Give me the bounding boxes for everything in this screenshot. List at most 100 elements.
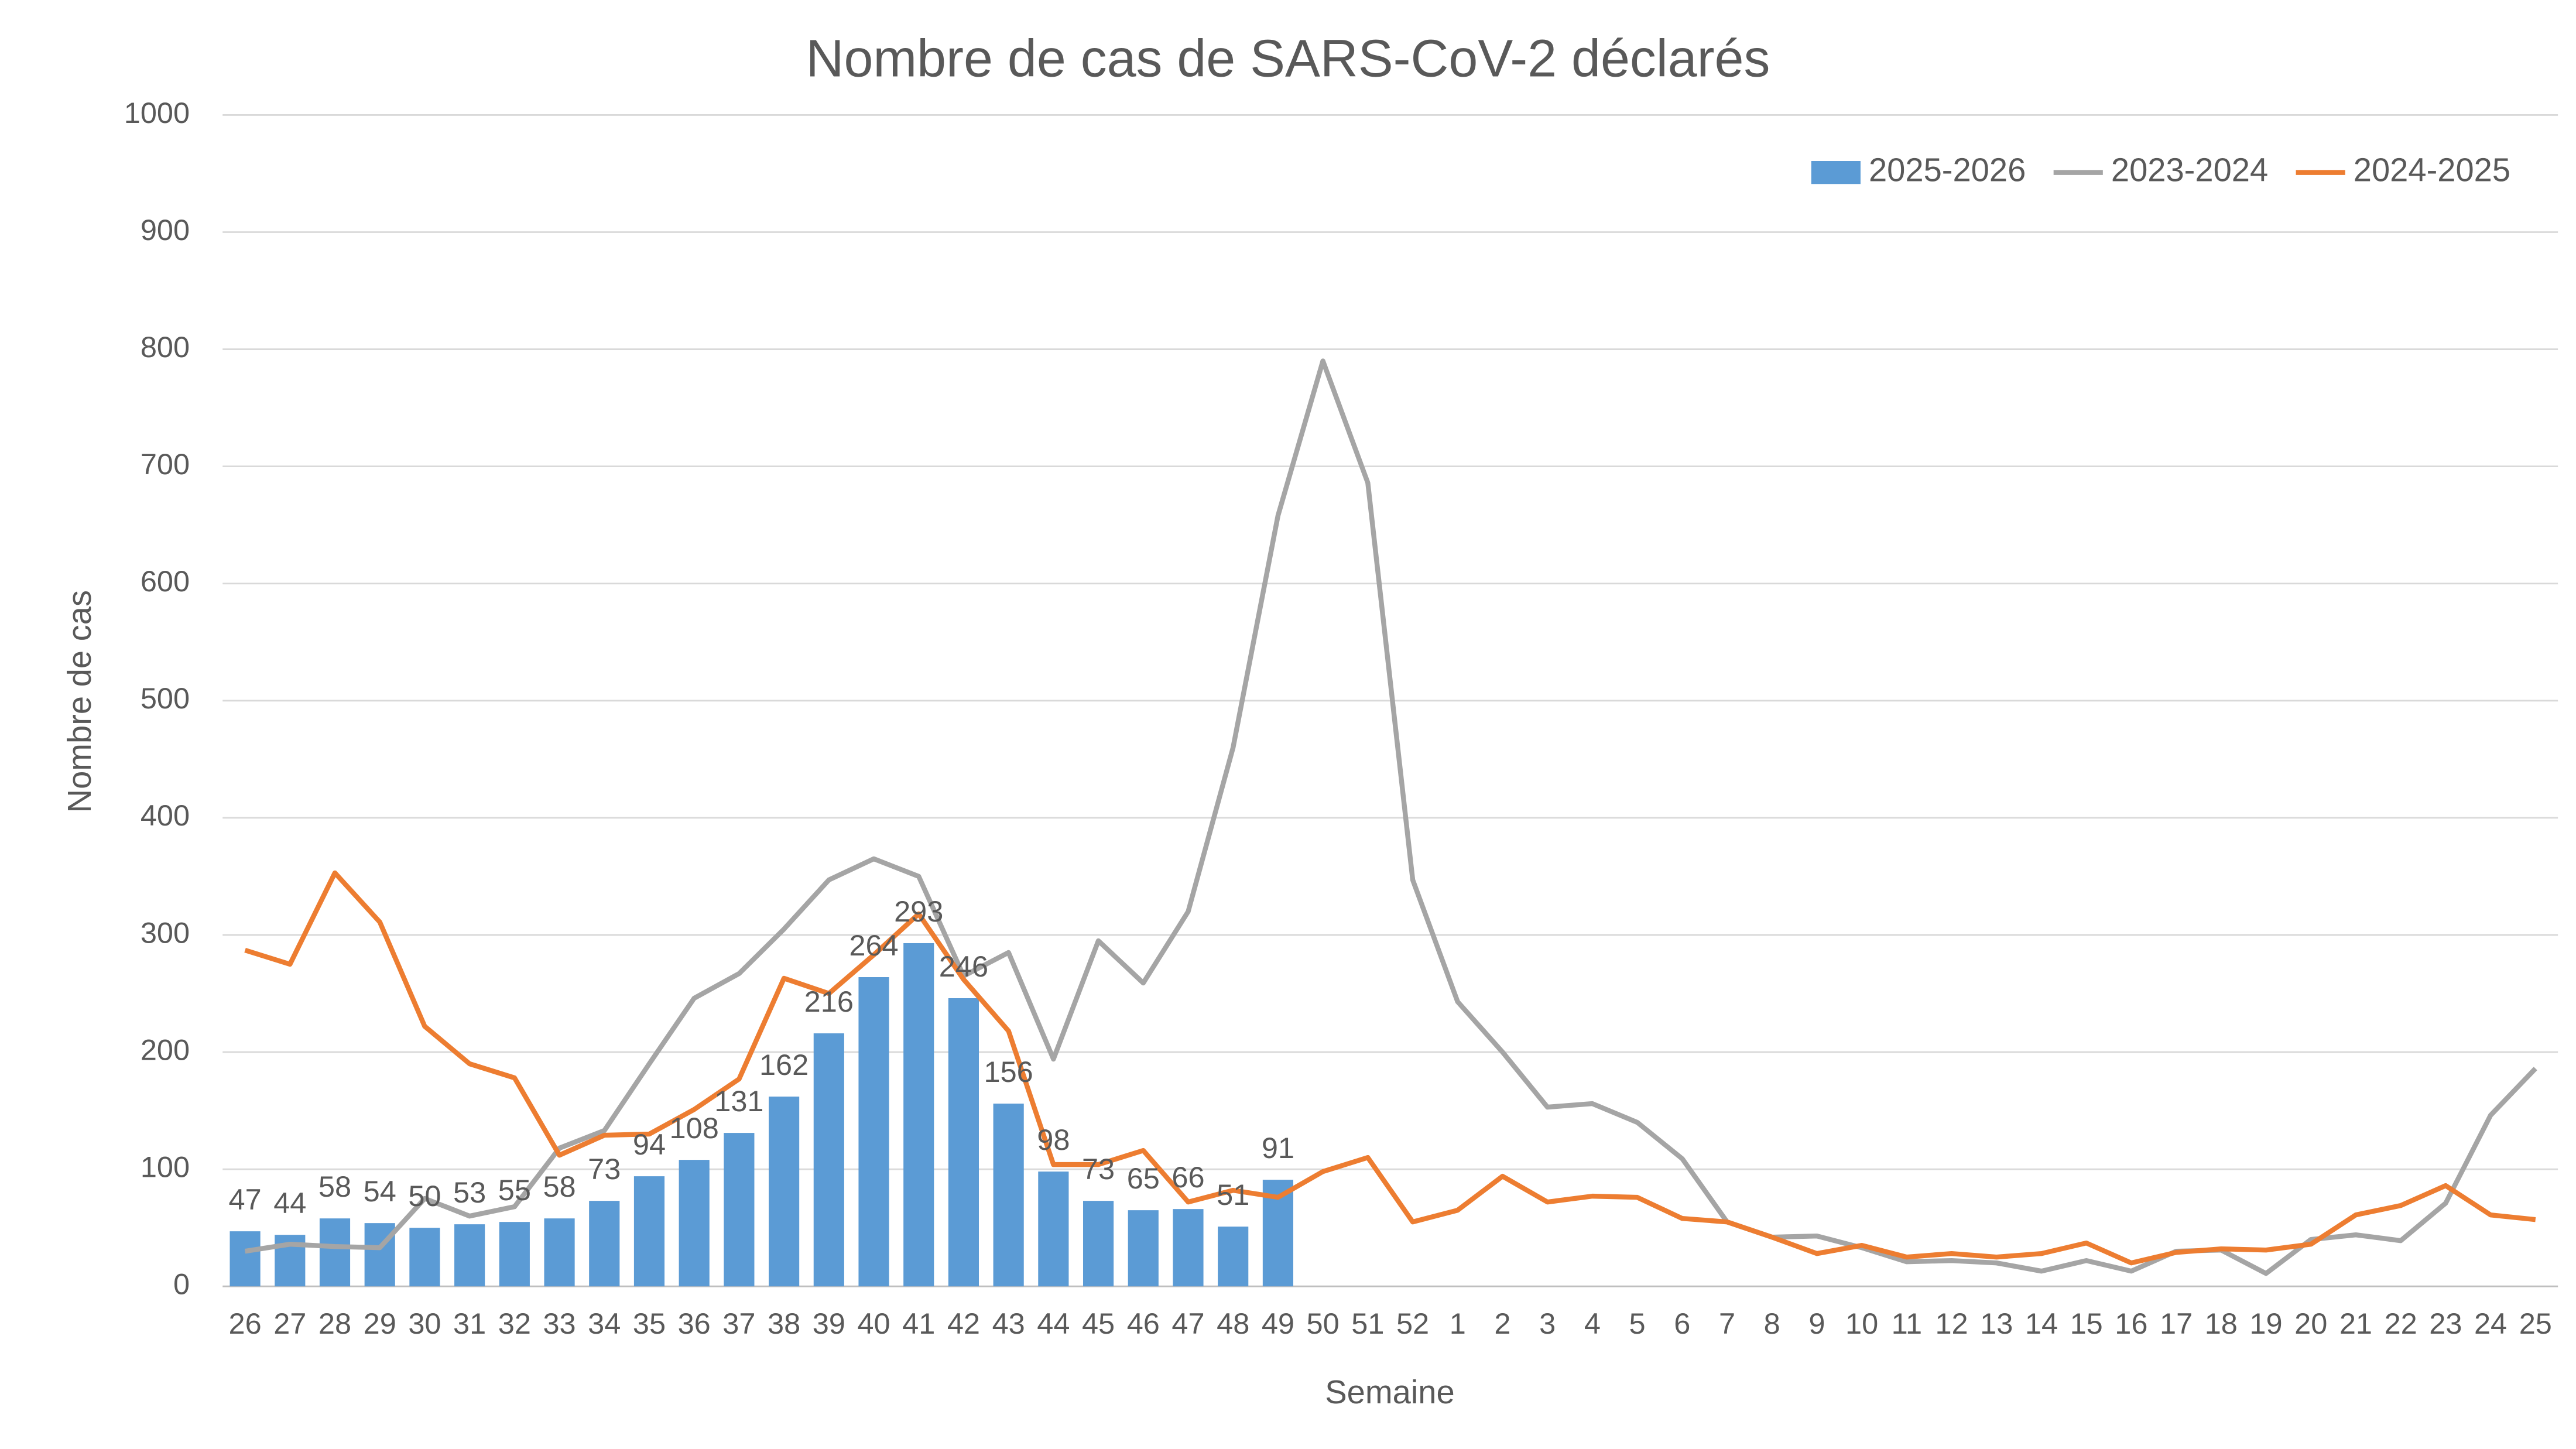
x-tick-label: 33: [543, 1307, 576, 1340]
bar: [499, 1222, 530, 1287]
x-tick-label: 12: [1935, 1307, 1968, 1340]
bar: [229, 1231, 261, 1287]
x-tick-label: 52: [1396, 1307, 1429, 1340]
y-axis-label: Nombre de cas: [61, 590, 98, 813]
data-label: 94: [633, 1128, 666, 1161]
x-tick-label: 48: [1217, 1307, 1249, 1340]
legend-label: 2023-2024: [2111, 151, 2268, 188]
bar: [769, 1097, 800, 1287]
line-series: [244, 358, 2537, 1276]
legend-swatch: [1811, 161, 1861, 184]
x-tick-label: 41: [902, 1307, 935, 1340]
data-label: 65: [1127, 1162, 1160, 1195]
x-tick-label: 47: [1171, 1307, 1204, 1340]
data-label: 55: [498, 1173, 531, 1207]
x-tick-label: 46: [1127, 1307, 1160, 1340]
y-tick-label: 500: [141, 681, 190, 715]
x-tick-label: 11: [1892, 1307, 1922, 1340]
data-label: 162: [759, 1048, 809, 1081]
x-tick-label: 10: [1845, 1307, 1878, 1340]
data-label: 73: [588, 1152, 621, 1186]
y-tick-label: 900: [141, 213, 190, 246]
data-label: 98: [1037, 1123, 1070, 1156]
x-tick-label: 8: [1764, 1307, 1780, 1340]
bar: [679, 1160, 710, 1287]
data-label: 47: [228, 1183, 261, 1216]
data-label: 156: [984, 1055, 1033, 1088]
y-tick-label: 800: [141, 330, 190, 364]
x-tick-label: 9: [1808, 1307, 1825, 1340]
x-tick-label: 13: [1980, 1307, 2013, 1340]
bar: [319, 1218, 351, 1287]
bar: [948, 998, 979, 1287]
data-label: 54: [364, 1174, 396, 1208]
bar: [1173, 1209, 1204, 1287]
data-label: 131: [714, 1084, 763, 1118]
x-tick-label: 34: [588, 1307, 621, 1340]
x-tick-label: 49: [1262, 1307, 1294, 1340]
x-tick-label: 27: [273, 1307, 306, 1340]
x-tick-label: 3: [1539, 1307, 1556, 1340]
x-tick-label: 25: [2519, 1307, 2552, 1340]
x-tick-label: 44: [1037, 1307, 1070, 1340]
data-label: 44: [273, 1186, 306, 1220]
x-tick-label: 21: [2339, 1307, 2372, 1340]
x-tick-label: 30: [408, 1307, 441, 1340]
x-tick-label: 1: [1450, 1307, 1466, 1340]
x-tick-label: 29: [364, 1307, 396, 1340]
x-tick-label: 20: [2294, 1307, 2327, 1340]
data-label: 216: [804, 985, 854, 1018]
data-label: 108: [670, 1111, 719, 1145]
x-tick-label: 4: [1584, 1307, 1601, 1340]
data-label: 50: [408, 1179, 441, 1212]
x-tick-label: 37: [722, 1307, 755, 1340]
x-tick-label: 42: [947, 1307, 980, 1340]
chart-title: Nombre de cas de SARS-CoV-2 déclarés: [806, 29, 1770, 88]
legend-label: 2024-2025: [2354, 151, 2510, 188]
bar: [454, 1224, 485, 1287]
bar: [633, 1176, 665, 1287]
y-tick-label: 400: [141, 799, 190, 832]
bar: [1128, 1210, 1159, 1287]
x-tick-label: 6: [1674, 1307, 1690, 1340]
bar: [903, 943, 934, 1287]
bar: [813, 1033, 844, 1287]
y-tick-label: 700: [141, 447, 190, 481]
x-tick-label: 50: [1307, 1307, 1340, 1340]
y-tick-label: 600: [141, 564, 190, 598]
data-label: 91: [1262, 1131, 1294, 1164]
x-tick-label: 40: [857, 1307, 890, 1340]
bar: [409, 1228, 440, 1287]
line-series: [244, 870, 2536, 1266]
bar: [993, 1104, 1024, 1287]
data-label: 264: [849, 929, 898, 962]
data-label: 293: [894, 895, 943, 928]
bar: [589, 1201, 620, 1287]
y-tick-label: 300: [141, 916, 190, 949]
data-label: 51: [1217, 1178, 1249, 1211]
bar: [724, 1133, 755, 1287]
data-label: 58: [543, 1170, 576, 1203]
data-label: 73: [1082, 1152, 1115, 1186]
x-tick-label: 17: [2160, 1307, 2193, 1340]
legend-label: 2025-2026: [1869, 151, 2026, 188]
x-tick-label: 31: [453, 1307, 486, 1340]
x-axis-label: Semaine: [1325, 1373, 1454, 1410]
bar: [544, 1218, 575, 1287]
x-tick-label: 16: [2115, 1307, 2147, 1340]
x-tick-label: 18: [2205, 1307, 2238, 1340]
bar: [858, 977, 889, 1287]
y-tick-label: 200: [141, 1033, 190, 1066]
x-tick-label: 35: [633, 1307, 666, 1340]
x-tick-label: 28: [318, 1307, 351, 1340]
y-tick-label: 100: [141, 1150, 190, 1183]
x-tick-label: 5: [1629, 1307, 1646, 1340]
x-tick-label: 7: [1719, 1307, 1735, 1340]
data-label: 58: [318, 1170, 351, 1203]
x-tick-label: 39: [813, 1307, 845, 1340]
y-tick-label: 1000: [124, 96, 190, 129]
y-tick-label: 0: [173, 1268, 190, 1301]
bar: [1038, 1171, 1069, 1287]
x-tick-label: 24: [2474, 1307, 2507, 1340]
